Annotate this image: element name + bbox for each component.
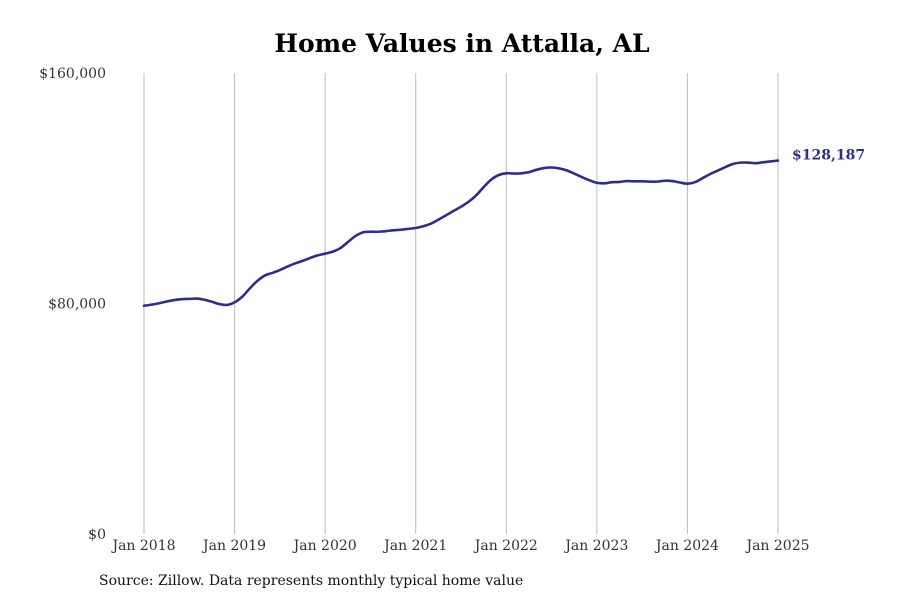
x-tick-label: Jan 2018 bbox=[110, 538, 175, 554]
end-value-label: $128,187 bbox=[792, 148, 865, 164]
vertical-grid bbox=[143, 73, 779, 534]
x-tick-label: Jan 2022 bbox=[473, 538, 538, 554]
x-tick-label: Jan 2020 bbox=[292, 538, 357, 554]
chart-title: Home Values in Attalla, AL bbox=[274, 29, 650, 58]
x-tick-label: Jan 2021 bbox=[382, 538, 447, 554]
y-axis-tick-labels: $0 $80,000 $160,000 bbox=[39, 66, 106, 543]
x-axis-tick-labels: Jan 2018 Jan 2019 Jan 2020 Jan 2021 Jan 2022… bbox=[110, 538, 809, 554]
y-tick-label: $0 bbox=[88, 527, 106, 543]
x-tick-label: Jan 2019 bbox=[201, 538, 266, 554]
y-tick-label: $80,000 bbox=[48, 297, 106, 313]
x-tick-label: Jan 2024 bbox=[654, 538, 719, 554]
series-line bbox=[142, 159, 780, 308]
x-tick-label: Jan 2025 bbox=[744, 538, 809, 554]
series-layer bbox=[142, 159, 780, 308]
y-tick-label: $160,000 bbox=[39, 66, 106, 82]
source-note: Source: Zillow. Data represents monthly … bbox=[99, 573, 524, 589]
x-tick-label: Jan 2023 bbox=[563, 538, 628, 554]
